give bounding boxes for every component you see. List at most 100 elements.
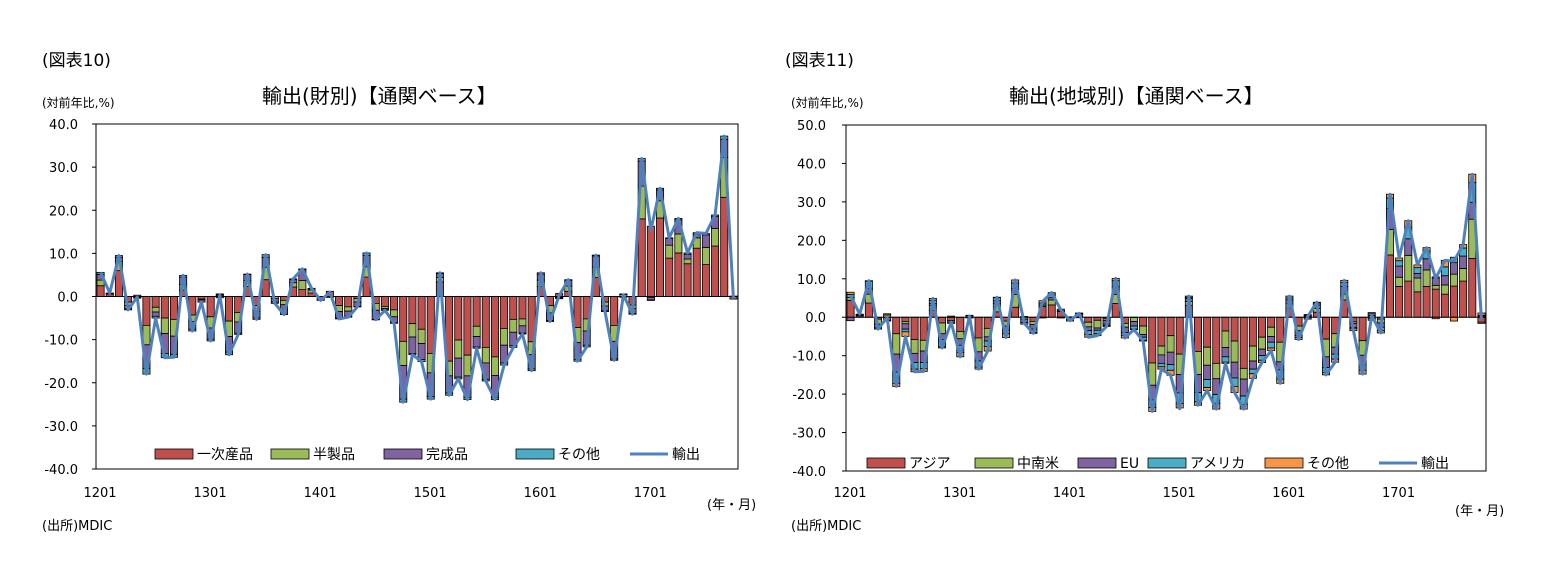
bar-segment	[1395, 260, 1404, 267]
bar-segment	[901, 328, 910, 333]
plot-frame	[845, 124, 1487, 472]
bar-segment	[656, 217, 665, 297]
bar-segment	[1221, 347, 1230, 358]
bar-segment	[481, 346, 490, 364]
y-tick-label: -10.0	[792, 350, 826, 365]
bar-segment	[1230, 361, 1239, 379]
y-tick-label: 10.0	[49, 247, 78, 262]
bar-segment	[1404, 254, 1413, 282]
bar-segment	[1047, 304, 1056, 318]
bar-segment	[1166, 316, 1175, 337]
bar-segment	[1322, 316, 1330, 340]
bar-segment	[573, 296, 582, 328]
bar-segment	[892, 333, 901, 355]
bar-segment	[1248, 360, 1257, 370]
bar-segment	[1477, 321, 1486, 324]
bar-segment	[1459, 280, 1468, 318]
bar-segment	[151, 311, 160, 317]
y-tick-label: -40.0	[792, 465, 826, 480]
source-note: (出所)MDIC	[42, 519, 113, 534]
bar-segment	[1148, 316, 1157, 364]
x-tick-label: 1501	[414, 486, 447, 501]
bar-segment	[399, 296, 408, 342]
bar-segment	[1239, 316, 1248, 369]
bar-segment	[701, 264, 710, 297]
bar-segment	[472, 336, 481, 348]
bar-segment	[169, 296, 178, 320]
legend-label: EU	[1120, 456, 1139, 472]
bar-segment	[1248, 316, 1257, 347]
bar-segment	[1459, 267, 1468, 282]
y-tick-label: 40.0	[797, 157, 826, 172]
bar-segment	[454, 357, 463, 378]
legend-label: その他	[1307, 456, 1349, 472]
bar-segment	[206, 296, 215, 318]
bar-segment	[335, 296, 344, 306]
bar-segment	[1166, 351, 1175, 365]
bar-segment	[1175, 316, 1184, 355]
bar-segment	[1395, 276, 1404, 287]
bar-segment	[692, 247, 701, 297]
total-export-line	[849, 172, 1483, 413]
legend-label: アメリカ	[1190, 456, 1245, 472]
bar-segment	[1212, 316, 1221, 364]
bar-segment	[518, 318, 527, 327]
y-tick-label: 20.0	[49, 204, 78, 219]
bar-segment	[417, 328, 426, 344]
bar-segment	[1367, 312, 1376, 314]
bar-segment	[1221, 330, 1230, 348]
legend-label: その他	[558, 447, 600, 463]
bar-segment	[665, 244, 674, 259]
chart-panel-goods: (図表10) 輸出(財別)【通関ベース】 (対前年比,%) 40.0 30.0 20…	[42, 51, 756, 534]
bar-segment	[160, 296, 169, 319]
bar-segment	[1239, 378, 1248, 397]
bar-segment	[417, 343, 426, 360]
bar-segment	[1404, 238, 1413, 256]
chart-title: 輸出(地域別)【通関ベース】	[1009, 84, 1264, 108]
bar-segment	[1130, 321, 1138, 327]
bar-segment	[1413, 267, 1422, 274]
legend-swatch	[154, 448, 194, 460]
bar-segment	[846, 291, 855, 295]
bar-segment	[674, 252, 683, 297]
bar-segment	[711, 245, 720, 297]
bar-segment	[646, 299, 655, 301]
legend-swatch	[974, 457, 1014, 469]
y-tick-label: -20.0	[44, 377, 78, 392]
bar-segment	[481, 296, 490, 348]
bar-segment	[1139, 325, 1148, 335]
bar-segment	[1084, 316, 1093, 323]
total-export-line	[99, 134, 735, 404]
bar-segment	[509, 296, 518, 320]
bar-segment	[454, 339, 463, 359]
y-tick-label: 50.0	[797, 119, 826, 134]
y-tick-label: 30.0	[797, 196, 826, 211]
y-tick-label: 30.0	[49, 161, 78, 176]
bar-segment	[1395, 286, 1404, 318]
bar-segment	[1413, 272, 1422, 279]
bar-segment	[892, 316, 901, 335]
bar-segment	[720, 196, 729, 297]
bar-segment	[463, 354, 472, 377]
bar-segment	[1450, 273, 1458, 287]
bar-segment	[399, 340, 408, 366]
x-axis-unit: (年・月)	[1455, 504, 1505, 519]
bar-segment	[983, 316, 992, 329]
bar-segment	[1440, 293, 1449, 318]
y-tick-label: -30.0	[44, 420, 78, 435]
y-tick-label: 10.0	[797, 273, 826, 288]
bar-segment	[1221, 356, 1230, 363]
bar-segment	[1267, 341, 1276, 349]
bar-segment	[1203, 379, 1212, 388]
bar-segment	[956, 331, 965, 340]
x-tick-label: 1401	[1053, 486, 1086, 501]
bar-segment	[919, 316, 928, 341]
bar-segment	[490, 296, 499, 358]
bar-segment	[701, 246, 710, 265]
bar-segment	[1139, 316, 1148, 327]
bar-segment	[1212, 362, 1221, 380]
y-tick-label: -10.0	[44, 334, 78, 349]
bar-segment	[408, 296, 417, 325]
bar-segment	[298, 289, 307, 297]
bar-segment	[1450, 285, 1458, 318]
